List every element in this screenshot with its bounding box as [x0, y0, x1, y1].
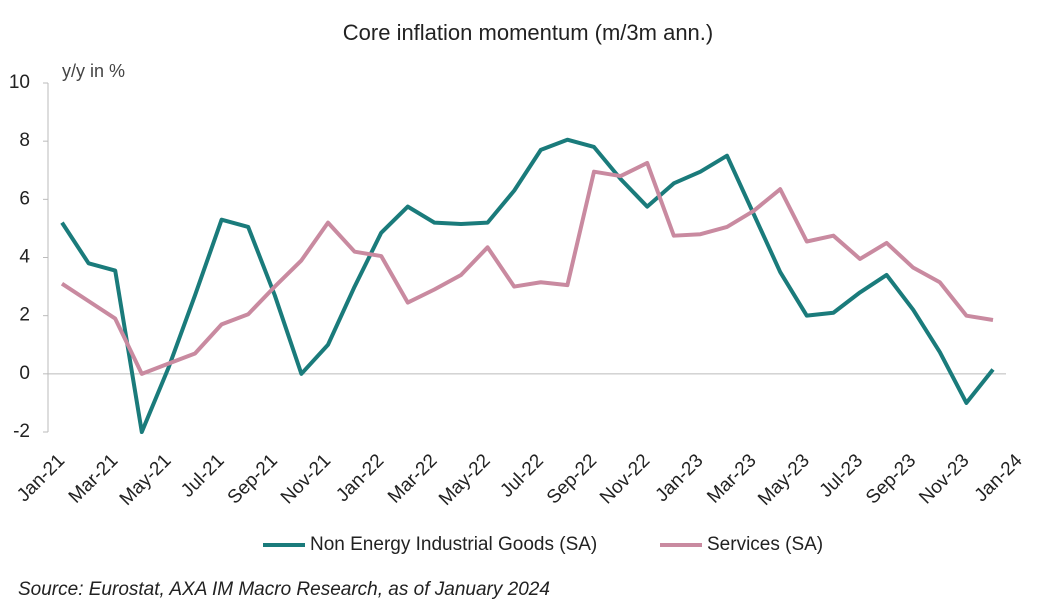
x-tick-label: Jan-21: [13, 450, 69, 506]
x-tick-label: Nov-21: [277, 450, 335, 508]
x-tick-label: Jul-22: [496, 450, 547, 501]
y-axis-label: y/y in %: [62, 61, 125, 81]
x-tick-label: Mar-22: [384, 450, 441, 507]
x-tick-label: Sep-23: [862, 450, 920, 508]
series-line: [60, 137, 995, 434]
source-note: Source: Eurostat, AXA IM Macro Research,…: [18, 579, 550, 600]
x-tick-label: Mar-21: [65, 450, 122, 507]
x-tick-label: Jan-23: [652, 450, 708, 506]
x-tick-label: Nov-23: [915, 450, 973, 508]
y-tick-label: 10: [9, 72, 30, 93]
x-tick-label: Jan-22: [332, 450, 388, 506]
x-tick-label: May-23: [754, 450, 814, 510]
x-tick-label: Sep-22: [543, 450, 601, 508]
x-tick-label: May-21: [116, 450, 176, 510]
chart-title: Core inflation momentum (m/3m ann.): [343, 20, 713, 45]
legend-label: Non Energy Industrial Goods (SA): [310, 534, 597, 555]
y-tick-label: -2: [13, 421, 30, 442]
y-tick-label: 6: [19, 188, 30, 209]
series-line: [60, 160, 994, 376]
legend-label: Services (SA): [707, 534, 823, 555]
y-tick-label: 0: [19, 363, 30, 384]
y-tick-label: 4: [19, 247, 30, 268]
x-tick-label: Jul-23: [816, 450, 867, 501]
x-tick-label: Mar-23: [703, 450, 760, 507]
x-tick-label: May-22: [435, 450, 495, 510]
x-tick-label: Sep-21: [224, 450, 282, 508]
y-tick-label: 2: [19, 305, 30, 326]
x-tick-label: Jan-24: [971, 450, 1027, 506]
y-tick-label: 8: [19, 130, 30, 151]
x-tick-label: Jul-21: [177, 450, 228, 501]
x-tick-label: Nov-22: [596, 450, 654, 508]
